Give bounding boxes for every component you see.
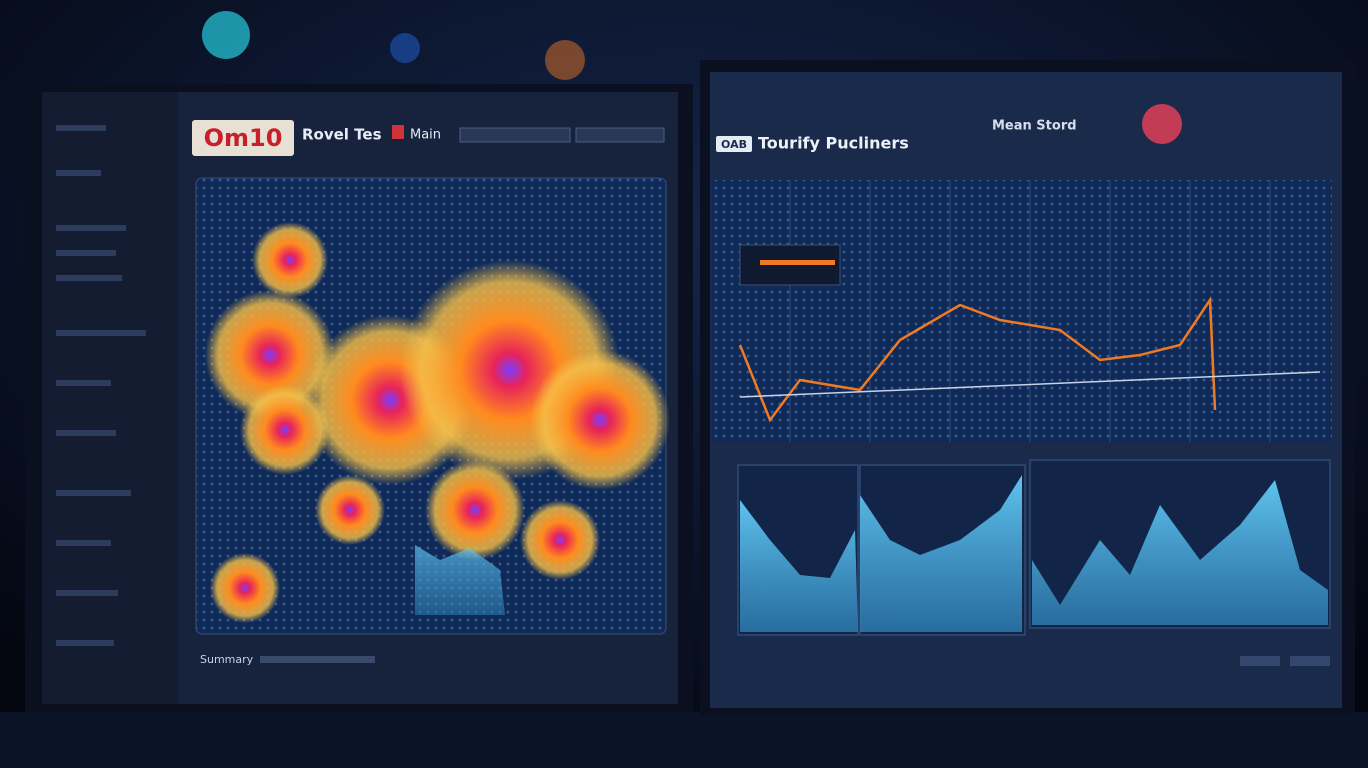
logo-box [716, 136, 752, 152]
legend-swatch [760, 260, 835, 265]
reference-line [739, 371, 1321, 398]
area [860, 475, 1022, 632]
area [1032, 480, 1328, 625]
icon [1142, 104, 1182, 144]
footer: Summary [200, 653, 254, 666]
dropdown[interactable] [459, 127, 571, 143]
sidebar-items [56, 125, 146, 646]
title: Rovel Tes [302, 126, 382, 144]
trend-line [738, 296, 1217, 423]
logo: OAB [721, 138, 747, 151]
logo-box [192, 120, 294, 156]
mini-area [415, 545, 505, 615]
button[interactable] [1240, 656, 1280, 666]
line-panel [712, 180, 1332, 442]
title: Tourify Pucliners [758, 134, 909, 153]
label: Mean Stord [992, 119, 1077, 134]
badge: Main [410, 128, 441, 143]
button[interactable] [1290, 656, 1330, 666]
area [740, 500, 858, 632]
footer-bar [260, 656, 375, 663]
desk [0, 712, 1368, 768]
bokeh [545, 40, 585, 80]
bokeh [390, 33, 420, 63]
badge-icon [392, 125, 404, 139]
logo: Om10 [204, 124, 283, 152]
heat-clusters [205, 222, 670, 623]
bokeh [202, 11, 250, 59]
dropdown[interactable] [575, 127, 665, 143]
sidebar [42, 92, 178, 704]
